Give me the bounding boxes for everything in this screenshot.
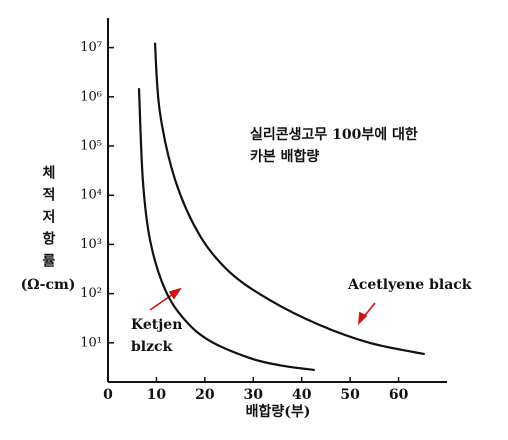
curve-label: Ketjen <box>131 317 182 333</box>
y-tick-label: 10² <box>80 286 102 301</box>
arrows <box>149 287 376 326</box>
curve-label: blzck <box>131 339 173 355</box>
y-axis-unit: (Ω-cm) <box>21 277 76 293</box>
x-tick-label: 50 <box>340 387 360 403</box>
y-tick-label: 10⁵ <box>80 139 102 154</box>
y-tick-label: 10⁷ <box>80 40 102 55</box>
x-tick-label: 30 <box>244 387 264 403</box>
y-tick-label: 10⁶ <box>80 89 102 104</box>
x-axis-label: 배합량(부) <box>246 403 311 420</box>
y-axis-label: 체적저항률 <box>40 165 56 275</box>
x-tick-label: 60 <box>389 387 409 403</box>
y-tick-label: 10⁴ <box>80 188 102 203</box>
y-tick-label: 10³ <box>80 237 102 252</box>
annotation: 카본 배합량 <box>250 148 319 165</box>
curve <box>153 42 425 356</box>
annotation: 실리콘생고무 100부에 대한 <box>250 127 418 143</box>
curve <box>137 88 315 372</box>
x-tick-label: 20 <box>195 387 215 403</box>
x-tick-label: 0 <box>103 387 113 403</box>
x-tick-label: 10 <box>147 387 167 403</box>
y-tick-label: 10¹ <box>80 335 102 350</box>
curve-label: Acetlyene black <box>347 277 472 293</box>
x-tick-label: 40 <box>292 387 312 403</box>
